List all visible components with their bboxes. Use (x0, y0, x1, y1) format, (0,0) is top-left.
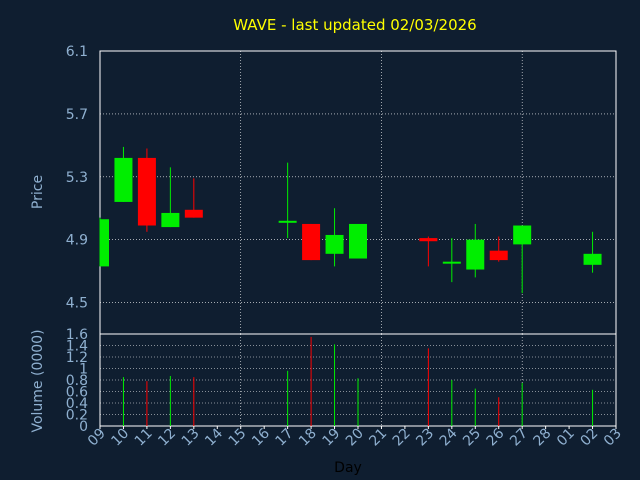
price-tick-label: 6.1 (66, 44, 88, 60)
volume-tick-label: 0 (79, 419, 88, 435)
volume-tick-label: 1 (79, 362, 88, 378)
volume-tick-label: 0.6 (66, 385, 88, 401)
candle-body (419, 238, 438, 242)
candle-body (349, 223, 367, 259)
x-tick-label: 03 (601, 426, 625, 450)
price-axis-label: Price (30, 175, 46, 209)
candle-body (489, 250, 508, 261)
volume-tick-label: 0.4 (66, 396, 88, 412)
candle-body (161, 212, 180, 228)
x-tick-label: 26 (484, 425, 508, 449)
x-tick-label: 21 (366, 426, 390, 450)
candle-body (184, 209, 203, 218)
x-tick-label: 10 (108, 426, 132, 450)
x-tick-label: 14 (202, 425, 226, 449)
candle-body (114, 157, 133, 202)
price-panel: 4.5 4.9 5.3 5.7 6.1 (66, 44, 617, 335)
candle-body (137, 157, 156, 226)
x-tick-label: 11 (132, 426, 156, 450)
x-tick-label: 20 (343, 426, 367, 450)
volume-tick-label: 1.4 (66, 339, 88, 355)
candle-body (100, 219, 109, 267)
volume-tick-label: 0.2 (66, 408, 88, 424)
x-tick-label: 24 (437, 425, 461, 449)
x-tick-label: 12 (155, 426, 179, 450)
x-tick-label: 27 (507, 426, 531, 450)
x-tick-label: 22 (390, 426, 414, 450)
candle-body (302, 223, 321, 261)
candle-body (466, 239, 485, 270)
x-axis-label: Day (334, 460, 362, 476)
x-tick-label: 17 (273, 426, 297, 450)
volume-tick-label: 1.6 (66, 327, 88, 343)
x-tick-label: 01 (554, 426, 578, 450)
candle-body (583, 253, 602, 265)
volume-axis-label: Volume (0000) (30, 329, 46, 432)
volume-panel: 00.20.40.60.811.21.41.6 (66, 327, 617, 435)
candle-body (278, 220, 297, 223)
x-tick-label: 28 (531, 426, 555, 450)
volume-tick-label: 0.8 (66, 373, 88, 389)
x-tick-label: 16 (249, 425, 273, 449)
price-tick-label: 4.5 (66, 296, 88, 312)
x-tick-label: 18 (296, 426, 320, 450)
candle-body (513, 225, 532, 245)
price-tick-label: 5.7 (66, 107, 88, 123)
x-tick-label: 13 (179, 426, 203, 450)
volume-tick-label: 1.2 (66, 350, 88, 366)
x-tick-label: 02 (577, 426, 601, 450)
price-tick-label: 4.9 (66, 233, 88, 249)
x-tick-label: 23 (413, 426, 437, 450)
price-tick-label: 5.3 (66, 170, 88, 186)
chart-title: WAVE - last updated 02/03/2026 (233, 16, 476, 34)
price-plot-frame (99, 50, 617, 335)
candle-body (325, 234, 344, 254)
x-tick-label: 09 (85, 426, 109, 450)
x-tick-labels: 09 10 11 12 13 14 15 16 17 18 19 20 21 22 23 24 25 26 27 28… (85, 425, 625, 449)
x-tick-label: 25 (460, 426, 484, 450)
candle-body (442, 261, 461, 264)
x-tick-label: 19 (319, 426, 343, 450)
x-tick-label: 15 (226, 426, 250, 450)
